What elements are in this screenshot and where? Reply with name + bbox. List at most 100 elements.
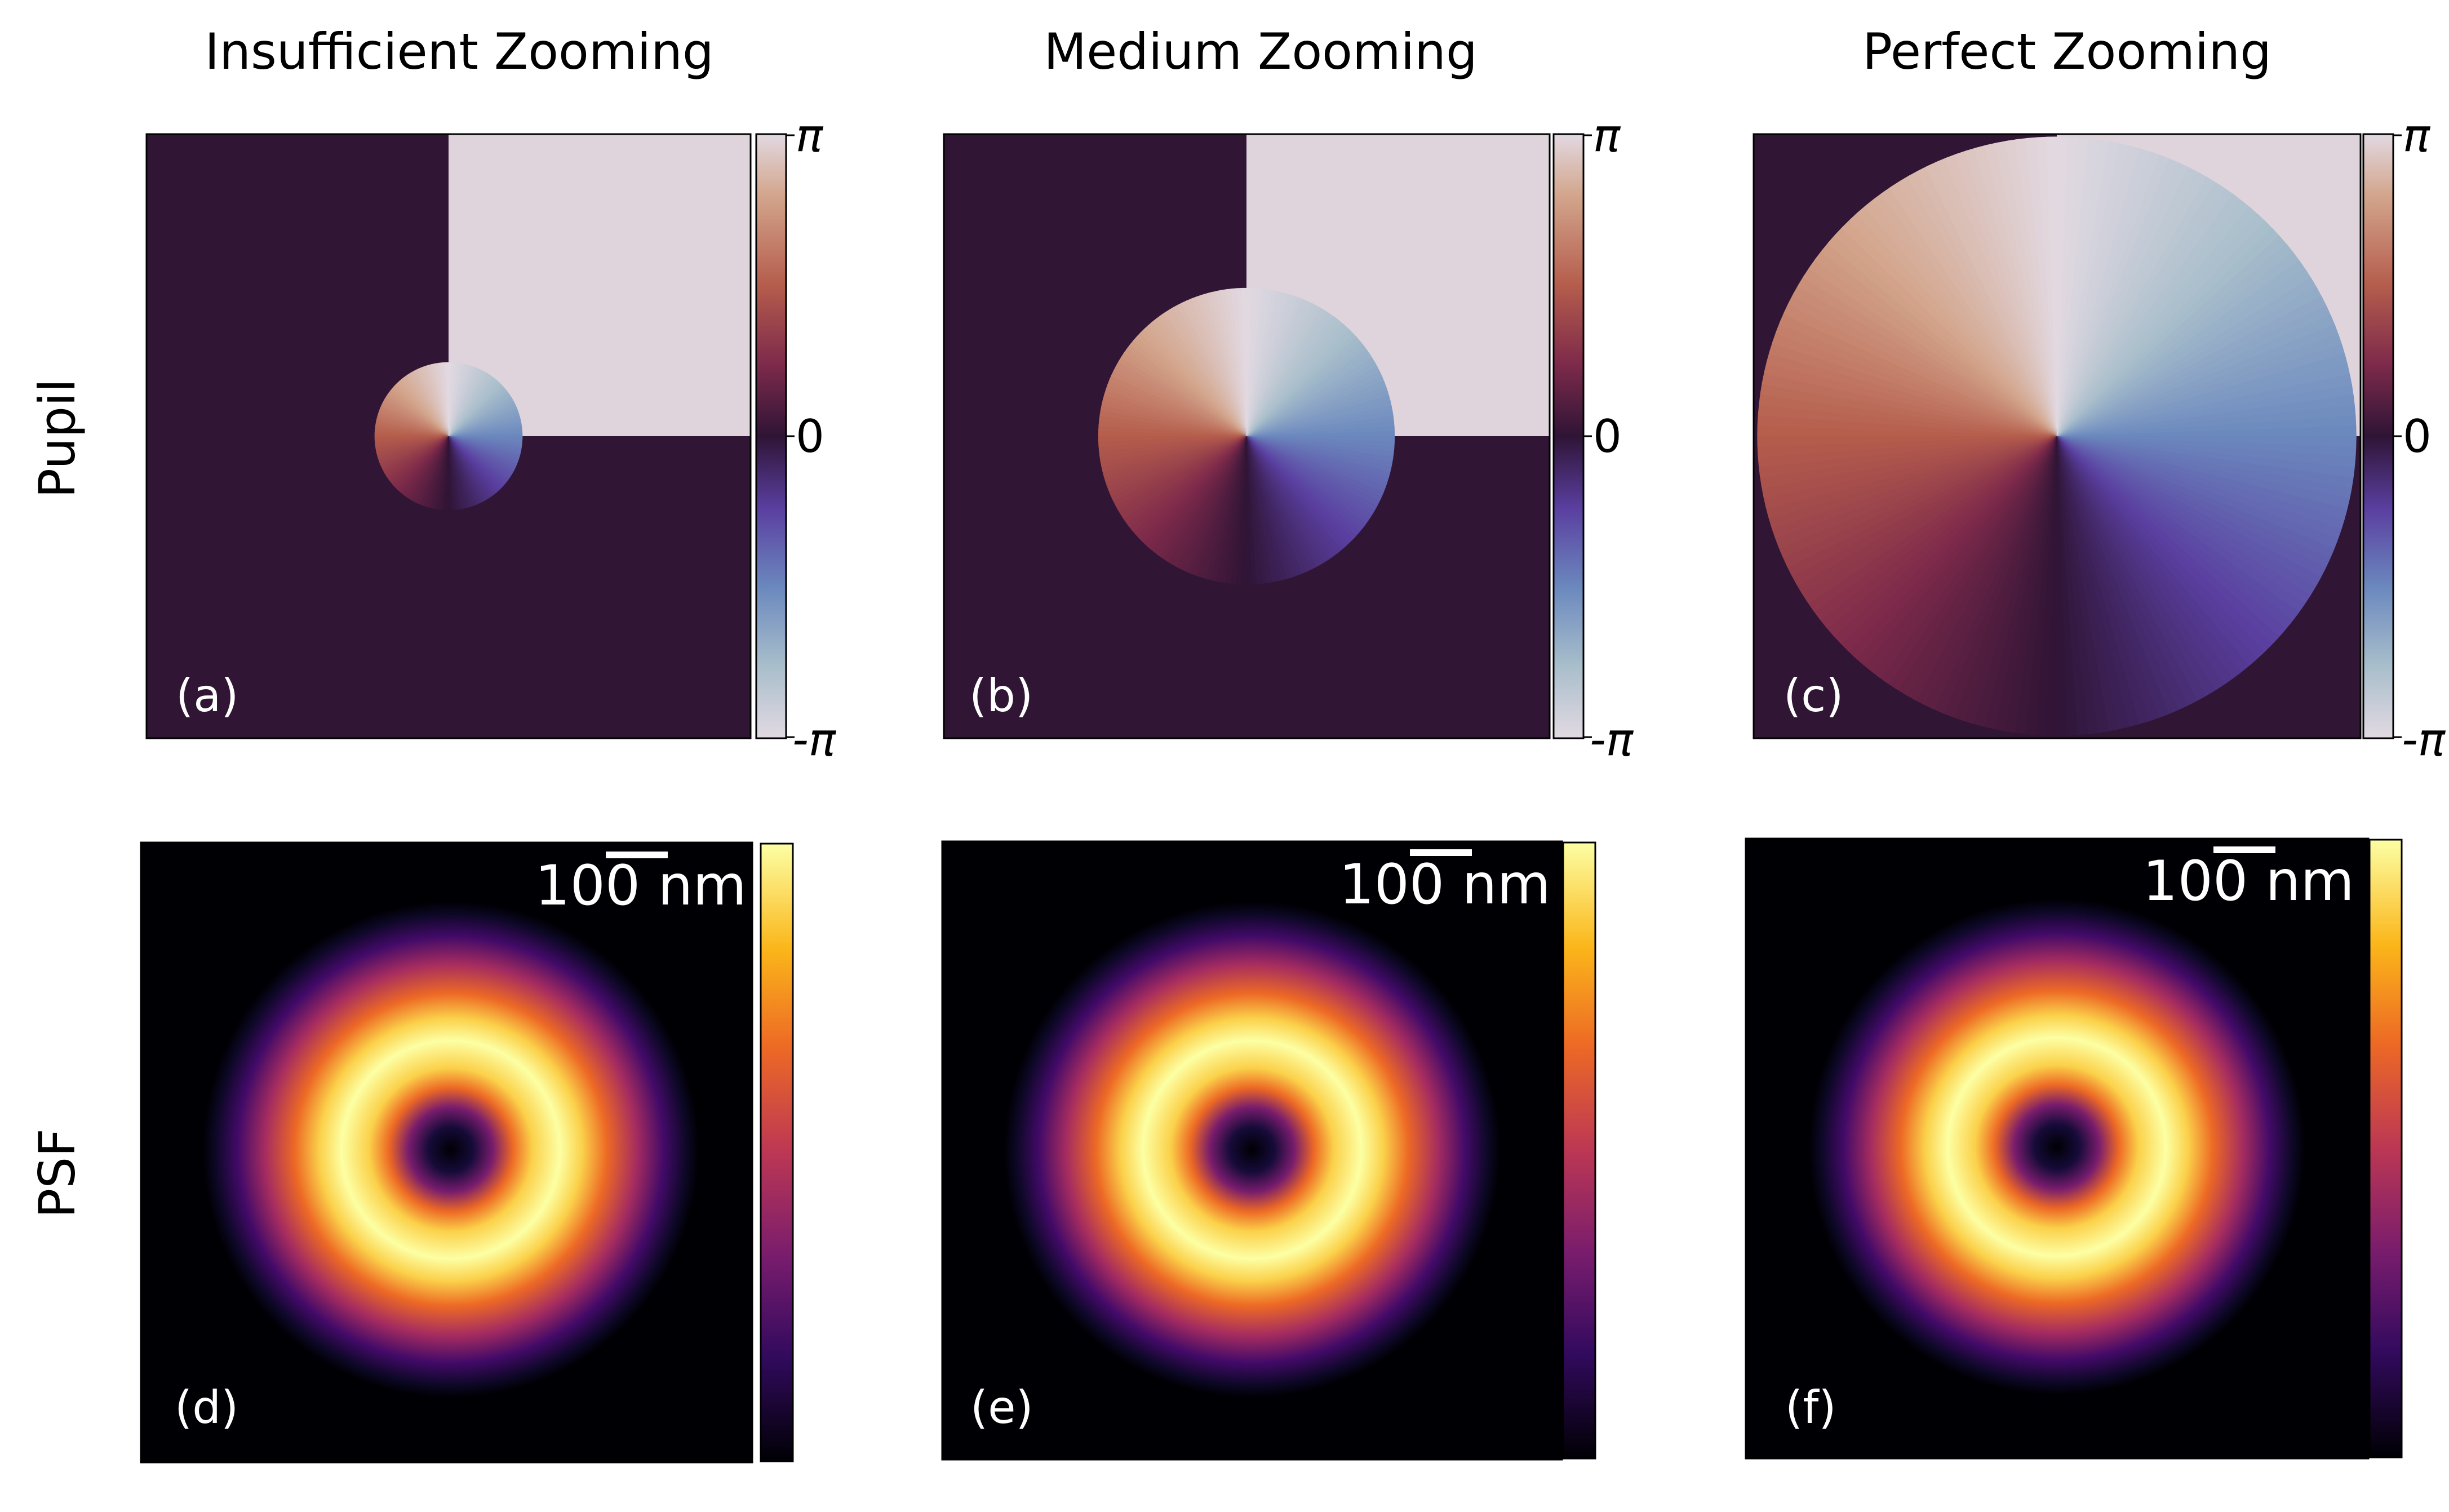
psf-panel-e: 100 nm (e) [941,840,1563,1461]
vortex-sector [1246,316,1339,436]
vortex-sector [387,392,449,436]
vortex-sector [1106,436,1246,492]
vortex-sector [1790,436,2057,586]
vortex-sector [388,389,449,436]
vortex-sector [406,436,449,499]
vortex-sector [1138,436,1246,543]
vortex-sector [2057,384,2354,436]
vortex-sector [438,362,449,436]
vortex-sector [1246,420,1395,436]
panel-tag: (e) [970,1381,1033,1434]
colorbar-gradient [755,133,787,739]
vortex-sector [2046,136,2061,436]
vortex-sector [449,397,513,436]
vortex-sector [1246,436,1357,541]
vortex-sector [1806,436,2057,613]
colorbar-label-bottom: -π [792,713,837,766]
vortex-sector [1104,436,1246,487]
vortex-sector [1246,313,1336,436]
vortex-phase-disk [1757,136,2357,736]
vortex-sector [2057,436,2198,707]
row-label-pupil: Pupil [28,379,86,498]
vortex-sector [449,388,508,436]
colorbar-label-mid: 0 [2403,410,2432,463]
vortex-sector [449,401,516,436]
vortex-sector [401,377,449,436]
vortex-sector [449,436,504,489]
vortex-sector [1125,436,1246,527]
vortex-sector [428,364,449,436]
vortex-sector [1146,436,1246,550]
vortex-sector [1768,436,2057,529]
vortex-sector [1800,436,2057,604]
vortex-sector [1246,349,1371,436]
vortex-sector [1143,325,1246,436]
vortex-sector [1108,436,1246,496]
vortex-sector [449,411,520,436]
vortex-sector [2057,353,2349,436]
colorbar-label-mid: 0 [1593,410,1622,463]
vortex-sector [1159,312,1246,436]
intensity-colorbar-d [760,843,794,1462]
vortex-sector [411,370,449,436]
vortex-sector [1210,290,1246,436]
vortex-sector [1133,335,1246,436]
vortex-sector [1246,436,1307,575]
vortex-sector [1872,191,2057,436]
vortex-sector [1120,351,1246,436]
vortex-sector [449,420,522,436]
vortex-sector [1129,339,1246,436]
vortex-sector [1246,329,1355,436]
vortex-sector [1241,287,1249,436]
colorbar-label-top: π [796,109,824,162]
vortex-sector [1246,326,1351,436]
vortex-sector [1100,436,1246,467]
vortex-sector [1246,333,1358,436]
vortex-sector [1856,204,2057,436]
vortex-sector [423,365,449,436]
vortex-sector [1773,436,2057,549]
vortex-sector [1246,405,1393,436]
vortex-sector [1803,265,2057,436]
vortex-sector [449,436,488,501]
vortex-sector [449,436,510,481]
vortex-sector [1110,436,1246,502]
vortex-sector [2057,436,2179,716]
vortex-sector [1157,436,1246,560]
vortex-sector [436,362,449,436]
vortex-sector [1246,322,1347,436]
vortex-sector [2057,436,2300,624]
vortex-sector [418,367,449,436]
vortex-sector [2057,436,2216,698]
vortex-sector [2057,394,2355,436]
vortex-sector [1821,240,2057,436]
vortex-sector [1885,436,2057,690]
vortex-sector [384,436,449,476]
vortex-sector [1103,436,1246,482]
vortex-sector [449,376,495,436]
vortex-sector [1845,436,2057,659]
vortex-sector [1186,298,1246,436]
colorbar-label-top: π [2403,109,2431,162]
vortex-sector [446,362,450,436]
vortex-sector [2057,436,2257,668]
vortex-sector [1246,310,1332,436]
vortex-sector [1246,436,1283,582]
vortex-sector [431,363,449,436]
phase-colorbar-a: π 0 -π [755,109,837,766]
column-title-perfect: Perfect Zooming [1862,23,2271,81]
column-title-insufficient: Insufficient Zooming [205,23,713,81]
phase-colorbar-c: π 0 -π [2362,109,2446,766]
vortex-sector [1246,357,1376,436]
vortex-sector [1880,185,2057,436]
vortex-sector [449,436,481,504]
vortex-sector [1246,436,1367,529]
vortex-sector [1246,436,1373,521]
vortex-sector [1098,436,1246,452]
vortex-sector [1964,147,2057,436]
vortex-sector [1825,436,2057,637]
vortex-sector [1246,436,1272,584]
vortex-sector [449,387,506,436]
vortex-sector [449,392,511,436]
vortex-sector [449,373,491,436]
